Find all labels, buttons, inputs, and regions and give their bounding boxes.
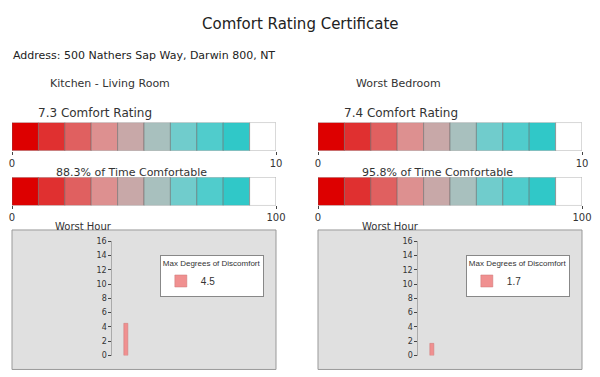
svg-text:12: 12 bbox=[97, 266, 107, 275]
svg-text:0: 0 bbox=[315, 212, 321, 223]
svg-text:Worst Bedroom: Worst Bedroom bbox=[356, 77, 441, 90]
svg-text:Max Degrees of Discomfort: Max Degrees of Discomfort bbox=[163, 259, 261, 268]
svg-text:16: 16 bbox=[403, 237, 413, 246]
svg-text:6: 6 bbox=[408, 308, 413, 317]
svg-text:0: 0 bbox=[315, 158, 321, 169]
svg-text:2: 2 bbox=[102, 337, 107, 346]
svg-text:4: 4 bbox=[408, 323, 413, 332]
svg-text:1.7: 1.7 bbox=[507, 276, 521, 287]
svg-text:8: 8 bbox=[408, 294, 413, 303]
svg-text:95.8% of Time Comfortable: 95.8% of Time Comfortable bbox=[362, 166, 513, 179]
svg-text:7.4 Comfort Rating: 7.4 Comfort Rating bbox=[344, 106, 458, 120]
svg-text:10: 10 bbox=[576, 158, 589, 169]
svg-text:Kitchen - Living Room: Kitchen - Living Room bbox=[50, 77, 170, 90]
svg-text:2: 2 bbox=[408, 337, 413, 346]
svg-text:6: 6 bbox=[102, 308, 107, 317]
svg-text:4.5: 4.5 bbox=[201, 276, 215, 287]
svg-text:7.3 Comfort Rating: 7.3 Comfort Rating bbox=[38, 106, 152, 120]
svg-text:Address: 500 Nathers Sap Way,: Address: 500 Nathers Sap Way, Darwin 800… bbox=[13, 49, 275, 62]
svg-text:8: 8 bbox=[102, 294, 107, 303]
svg-text:14: 14 bbox=[403, 251, 413, 260]
svg-text:Worst Hour: Worst Hour bbox=[362, 221, 419, 232]
svg-text:Worst Hour: Worst Hour bbox=[55, 221, 112, 232]
svg-text:10: 10 bbox=[97, 280, 107, 289]
svg-text:16: 16 bbox=[97, 237, 107, 246]
svg-text:4: 4 bbox=[102, 323, 107, 332]
svg-text:0: 0 bbox=[408, 351, 413, 360]
svg-text:Max Degrees of Discomfort: Max Degrees of Discomfort bbox=[469, 259, 567, 268]
svg-text:0: 0 bbox=[9, 212, 15, 223]
svg-text:12: 12 bbox=[403, 266, 413, 275]
svg-text:10: 10 bbox=[403, 280, 413, 289]
svg-text:10: 10 bbox=[270, 158, 283, 169]
svg-text:88.3% of Time Comfortable: 88.3% of Time Comfortable bbox=[56, 166, 207, 179]
svg-text:0: 0 bbox=[9, 158, 15, 169]
svg-text:0: 0 bbox=[102, 351, 107, 360]
svg-text:14: 14 bbox=[97, 251, 107, 260]
svg-text:100: 100 bbox=[572, 212, 591, 223]
svg-text:Comfort Rating Certificate: Comfort Rating Certificate bbox=[202, 15, 399, 33]
svg-text:100: 100 bbox=[266, 212, 285, 223]
